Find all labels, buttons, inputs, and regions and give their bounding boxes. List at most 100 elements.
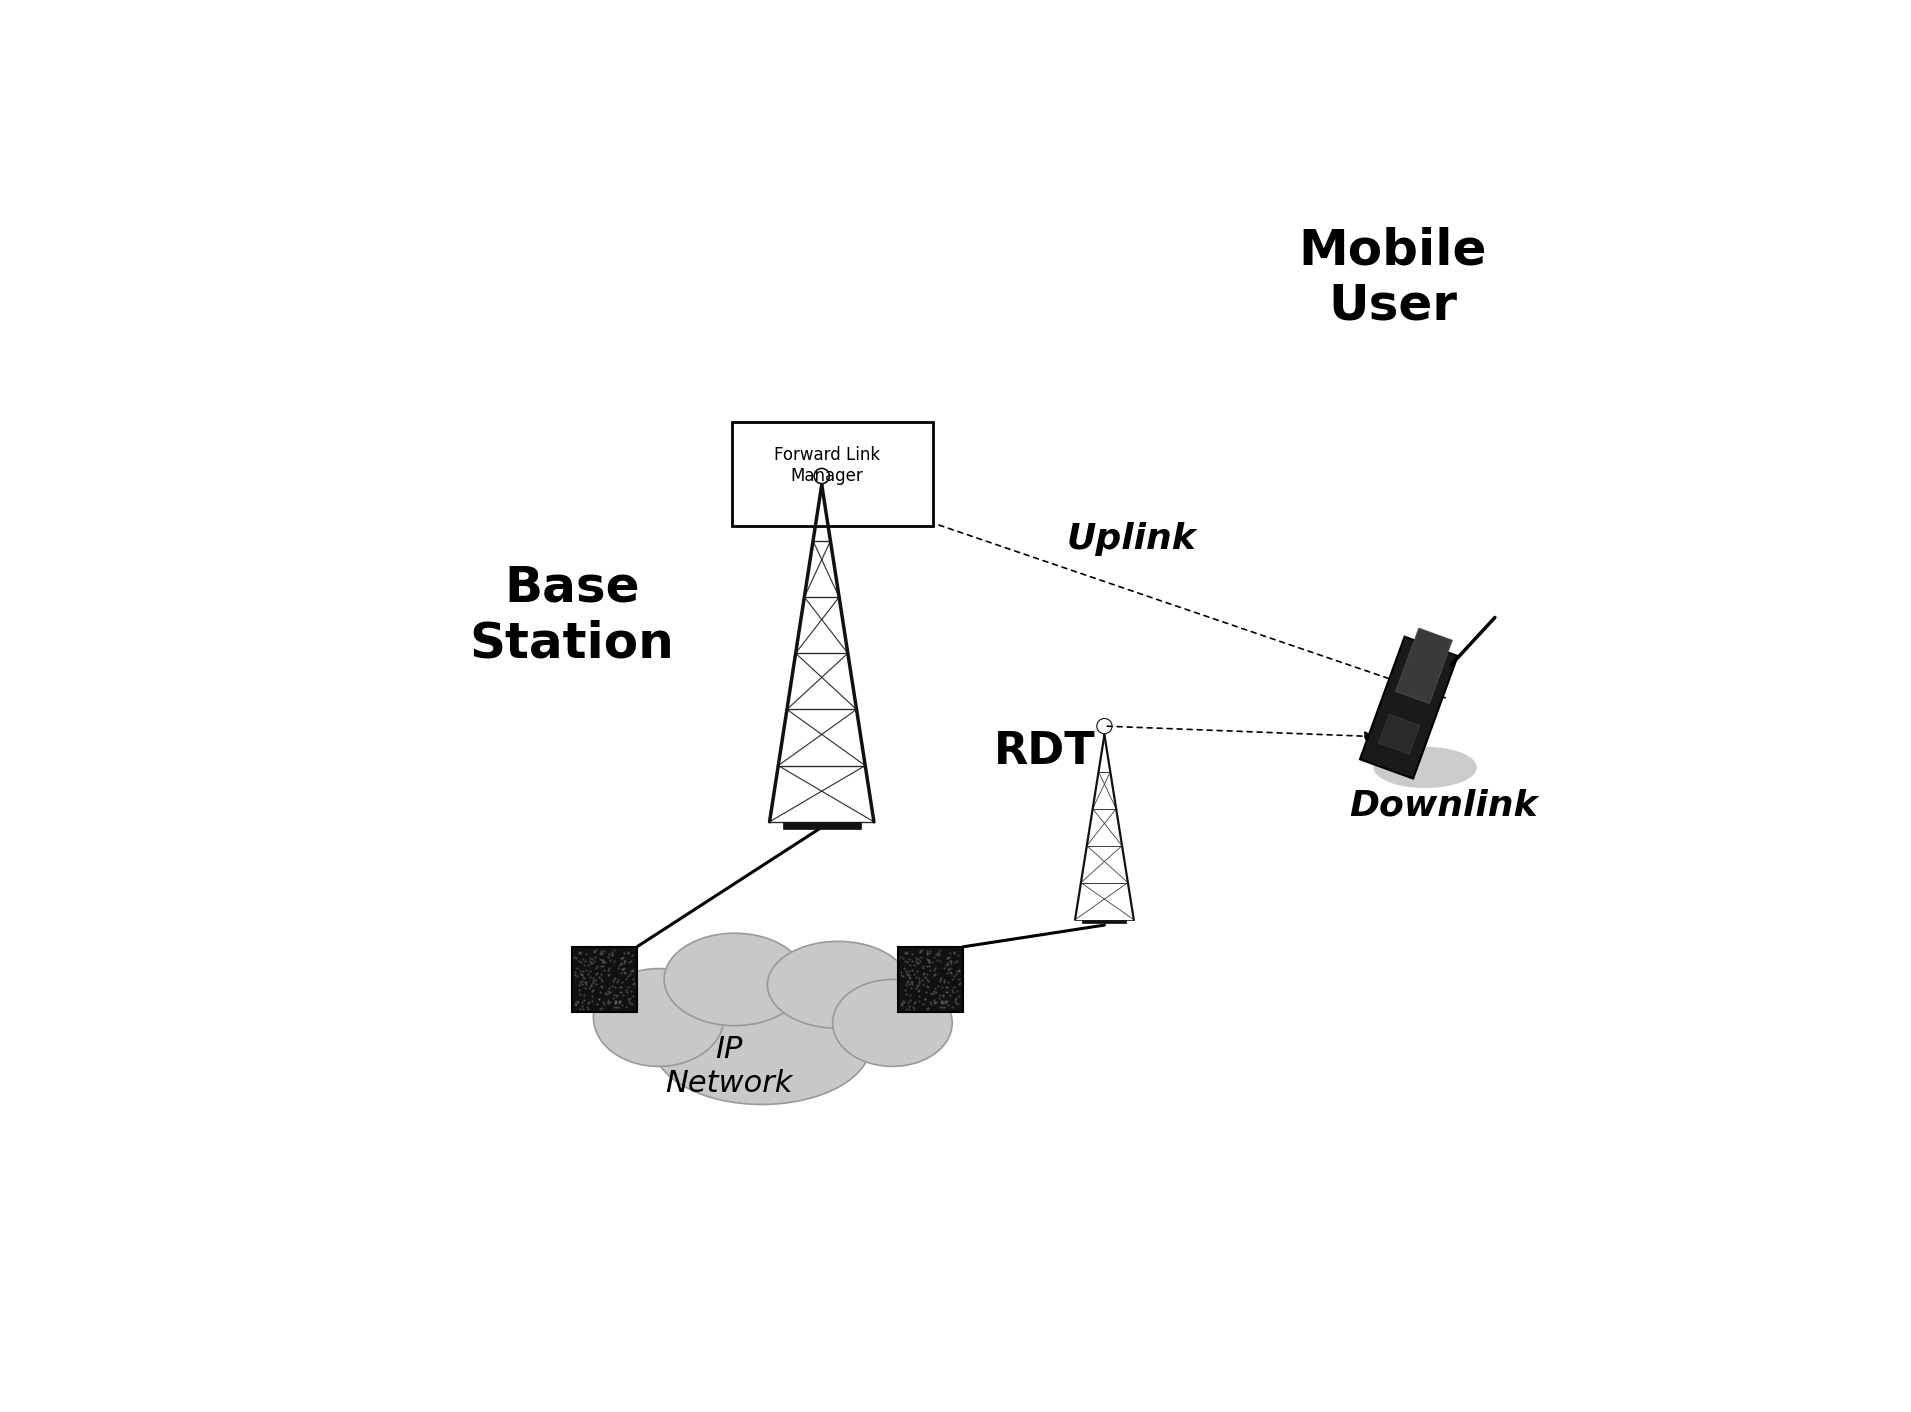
- Point: [585, 939, 615, 962]
- Point: [925, 993, 956, 1015]
- Point: [934, 957, 965, 980]
- Bar: [732, 422, 933, 525]
- Point: [887, 947, 917, 970]
- Point: [613, 988, 644, 1011]
- Point: [931, 976, 961, 998]
- Point: [575, 947, 606, 970]
- Point: [594, 981, 625, 1004]
- Point: [598, 942, 629, 964]
- Point: [566, 942, 596, 964]
- Point: [600, 976, 631, 998]
- Point: [590, 983, 621, 1005]
- Point: [566, 963, 596, 986]
- Point: [919, 956, 950, 979]
- Point: [594, 956, 625, 979]
- Point: [933, 952, 963, 974]
- Point: [606, 994, 636, 1017]
- Point: [562, 957, 592, 980]
- Point: [942, 943, 973, 966]
- Point: [604, 955, 634, 977]
- Point: [891, 940, 921, 963]
- Point: [933, 976, 963, 998]
- Point: [617, 943, 648, 966]
- Point: [913, 950, 944, 973]
- Point: [581, 956, 612, 979]
- Point: [589, 955, 619, 977]
- Point: [896, 942, 927, 964]
- Point: [583, 962, 613, 984]
- Point: [587, 997, 617, 1019]
- Point: [944, 967, 975, 990]
- Point: [921, 991, 952, 1014]
- Point: [602, 990, 633, 1012]
- Point: [894, 988, 925, 1011]
- Point: [904, 970, 934, 993]
- Point: [940, 986, 971, 1008]
- Point: [896, 976, 927, 998]
- Point: [931, 991, 961, 1014]
- Point: [892, 963, 923, 986]
- Point: [919, 959, 950, 981]
- Ellipse shape: [654, 986, 871, 1104]
- Point: [887, 991, 917, 1014]
- Point: [934, 946, 965, 969]
- Point: [934, 950, 965, 973]
- Point: [931, 955, 961, 977]
- Point: [573, 991, 604, 1014]
- Point: [579, 950, 610, 973]
- Point: [592, 964, 623, 987]
- Point: [934, 984, 965, 1007]
- Point: [921, 949, 952, 971]
- Point: [566, 952, 596, 974]
- Point: [569, 971, 600, 994]
- Point: [571, 973, 602, 995]
- Point: [568, 966, 598, 988]
- Point: [925, 950, 956, 973]
- Point: [600, 993, 631, 1015]
- Point: [936, 979, 967, 1001]
- Text: IP
Network: IP Network: [665, 1035, 793, 1097]
- Point: [915, 959, 946, 981]
- Point: [904, 984, 934, 1007]
- Point: [575, 966, 606, 988]
- Point: [927, 984, 957, 1007]
- Point: [934, 942, 965, 964]
- Point: [590, 952, 621, 974]
- Point: [587, 942, 617, 964]
- Point: [617, 993, 648, 1015]
- Point: [608, 957, 638, 980]
- Point: [912, 967, 942, 990]
- Point: [606, 971, 636, 994]
- Point: [896, 950, 927, 973]
- Point: [894, 967, 925, 990]
- Point: [585, 947, 615, 970]
- Point: [566, 970, 596, 993]
- Point: [898, 953, 929, 976]
- Point: [931, 980, 961, 1003]
- Point: [925, 969, 956, 991]
- Point: [904, 971, 934, 994]
- Point: [592, 991, 623, 1014]
- Point: [889, 957, 919, 980]
- Point: [887, 993, 917, 1015]
- Point: [600, 967, 631, 990]
- Point: [910, 966, 940, 988]
- Point: [919, 988, 950, 1011]
- Point: [933, 947, 963, 970]
- Point: [600, 993, 631, 1015]
- Point: [923, 940, 954, 963]
- Point: [925, 984, 956, 1007]
- Point: [912, 955, 942, 977]
- Point: [913, 949, 944, 971]
- Polygon shape: [1395, 628, 1452, 703]
- Point: [927, 976, 957, 998]
- Point: [938, 964, 969, 987]
- Point: [929, 970, 959, 993]
- Bar: [571, 947, 636, 1012]
- Point: [604, 991, 634, 1014]
- Bar: [784, 822, 860, 829]
- Point: [566, 970, 596, 993]
- Point: [923, 942, 954, 964]
- Point: [891, 942, 921, 964]
- Point: [573, 991, 604, 1014]
